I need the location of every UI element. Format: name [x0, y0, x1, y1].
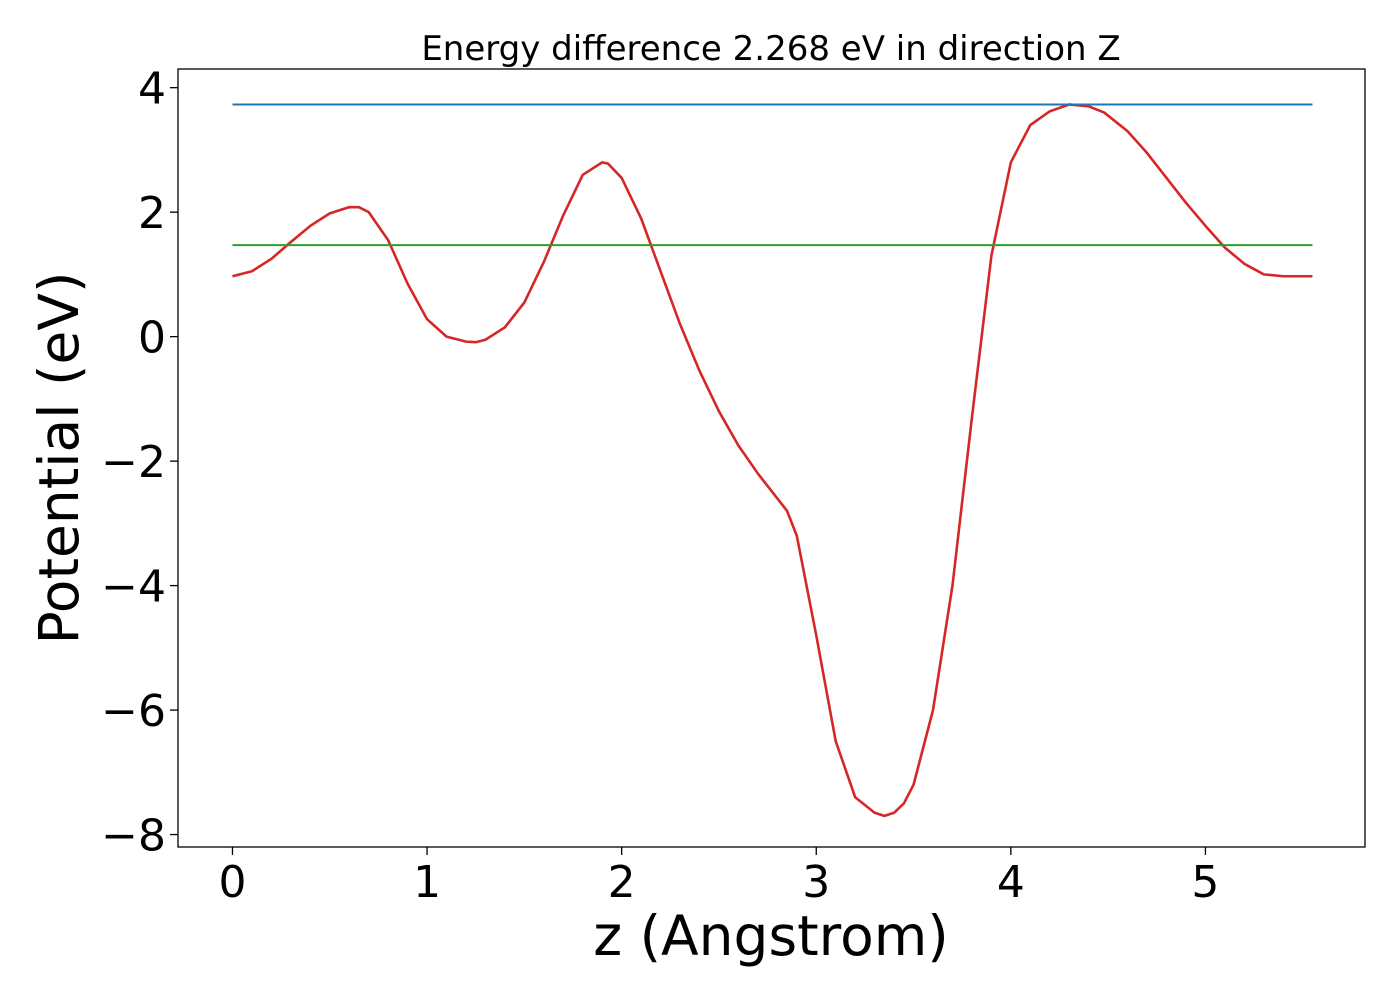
y-tick-label: −8 [101, 811, 166, 862]
potential-curve [232, 103, 1313, 818]
x-tick-label: 1 [413, 857, 441, 908]
y-axis: −8 −6 −4 −2 0 2 4 [101, 64, 178, 862]
y-tick-label: 4 [138, 64, 166, 115]
series-layer [232, 103, 1313, 818]
y-tick-label: 0 [138, 313, 166, 364]
y-tick-label: −6 [101, 686, 166, 737]
y-tick-label: −4 [101, 562, 166, 613]
chart-title: Energy difference 2.268 eV in direction … [421, 29, 1120, 69]
x-tick-label: 0 [218, 857, 246, 908]
x-tick-label: 2 [608, 857, 636, 908]
x-tick-label: 4 [997, 857, 1025, 908]
plot-area-frame [177, 68, 1366, 848]
y-tick-label: 2 [138, 188, 166, 239]
x-tick-label: 5 [1191, 857, 1219, 908]
x-tick-label: 3 [802, 857, 830, 908]
y-tick-label: −2 [101, 437, 166, 488]
x-axis-label: z (Angstrom) [593, 904, 949, 968]
x-axis: 0 1 2 3 4 5 [218, 847, 1219, 908]
y-axis-label: Potential (eV) [27, 272, 91, 645]
